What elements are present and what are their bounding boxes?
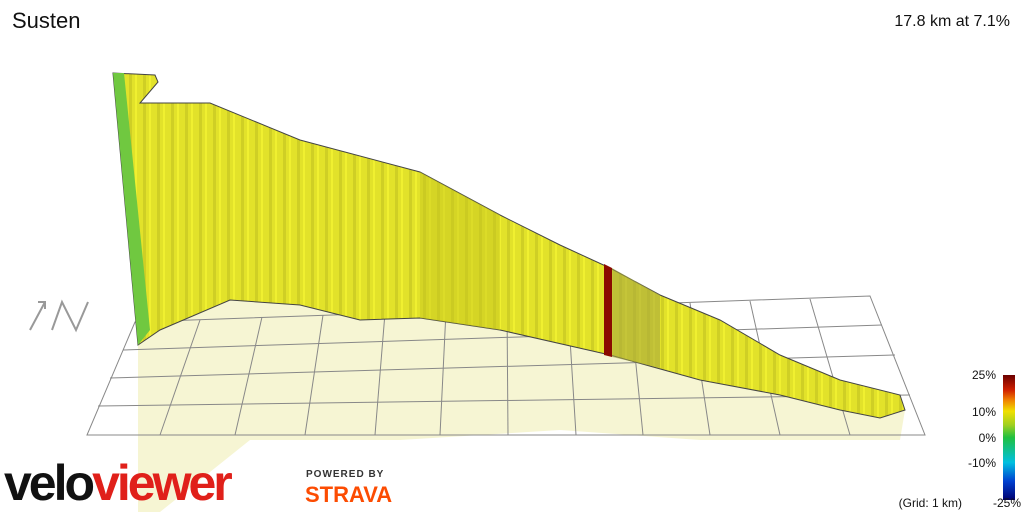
floor-grid — [86, 295, 926, 436]
title: Susten — [12, 8, 81, 33]
logo-part: viewer — [92, 455, 232, 511]
profile-wall — [112, 72, 906, 419]
strava-logo: STRAVA — [305, 482, 392, 507]
profile-shade — [420, 172, 500, 330]
gradient-scale — [1003, 375, 1015, 500]
north-arrow — [29, 299, 89, 333]
reflection — [138, 300, 905, 512]
powered-by: POWERED BY — [306, 469, 384, 480]
summary: 17.8 km at 7.1% — [894, 13, 1010, 30]
logo: veloviewer — [4, 455, 232, 511]
scale-label: -25% — [993, 496, 1021, 510]
profile-shade — [612, 268, 660, 368]
logo-part: velo — [4, 455, 94, 511]
profile-segment — [604, 264, 612, 357]
profile-segment — [113, 73, 150, 345]
scale-label: -10% — [968, 456, 996, 470]
grid-note: (Grid: 1 km) — [899, 496, 962, 510]
scale-label: 10% — [972, 405, 996, 419]
scale-label: 25% — [972, 368, 996, 382]
scale-label: 0% — [979, 431, 997, 445]
